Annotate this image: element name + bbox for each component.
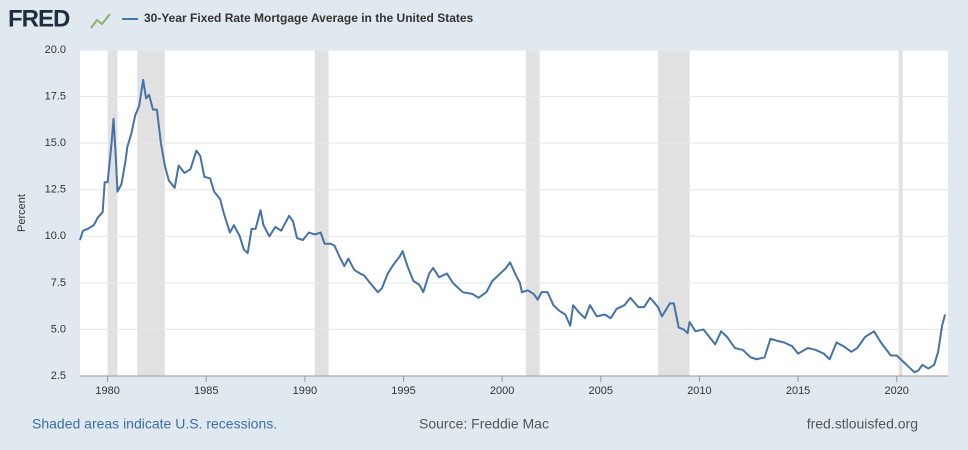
recession-band: [658, 50, 690, 376]
plot: 2.5 5.0 7.5 10.0 12.5 15.0 17.5 20.0 1980 1985 199…: [45, 44, 948, 397]
y-tick-label: 10.0: [45, 230, 66, 242]
x-tick-label: 1995: [391, 385, 415, 397]
recession-band: [525, 50, 540, 376]
recession-band: [898, 50, 903, 376]
y-tick-label: 7.5: [51, 277, 66, 289]
logo[interactable]: FRED: [8, 5, 71, 32]
legend-label: 30-Year Fixed Rate Mortgage Average in t…: [144, 11, 474, 25]
series-line: [79, 78, 947, 374]
plot-area: [80, 50, 948, 376]
y-tick-label: 12.5: [45, 184, 66, 196]
x-tick-label: 2015: [786, 385, 810, 397]
site[interactable]: fred.stlouisfed.org: [807, 416, 918, 432]
logo-icon: [90, 13, 111, 29]
x-tick-label: 2000: [490, 385, 514, 397]
recession-band: [314, 50, 329, 376]
x-tick-label: 1980: [95, 385, 119, 397]
x-tick-label: 1990: [293, 385, 317, 397]
y-tick-label: 20.0: [45, 44, 66, 56]
x-tick-label: 2010: [687, 385, 711, 397]
footer-note[interactable]: Shaded areas indicate U.S. recessions.: [32, 416, 277, 432]
y-tick-label: 15.0: [45, 137, 66, 149]
x-tick-label: 2020: [884, 385, 908, 397]
y-tick-label: 17.5: [45, 90, 66, 102]
y-axis-label: Percent: [16, 194, 28, 232]
y-tick-label: 2.5: [51, 370, 66, 382]
recession-band: [107, 50, 118, 376]
x-tick-label: 1985: [194, 385, 218, 397]
y-tick-label: 5.0: [51, 323, 66, 335]
x-tick-label: 2005: [589, 385, 613, 397]
source: Source: Freddie Mac: [419, 416, 549, 432]
